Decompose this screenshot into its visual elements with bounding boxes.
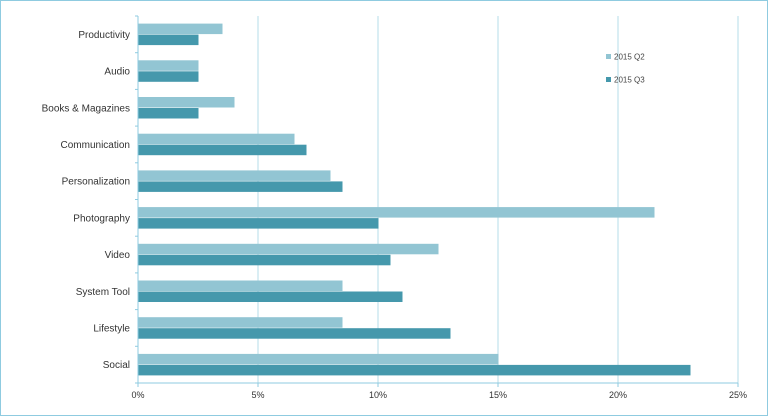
legend-swatch bbox=[606, 77, 611, 82]
bar-q2 bbox=[138, 133, 295, 145]
category-label: Communication bbox=[61, 140, 130, 151]
bar-q3 bbox=[138, 218, 379, 229]
category-label: Photography bbox=[73, 213, 130, 224]
x-tick-label: 20% bbox=[609, 390, 627, 400]
bar-q2 bbox=[138, 280, 343, 291]
bar-q2 bbox=[138, 207, 655, 218]
bar-q3 bbox=[138, 291, 403, 302]
category-label: Productivity bbox=[78, 30, 130, 41]
category-label: Books & Magazines bbox=[42, 103, 130, 114]
bar-q2 bbox=[138, 317, 343, 328]
bar-q3 bbox=[138, 144, 307, 156]
legend-label: 2015 Q2 bbox=[614, 53, 645, 62]
category-label: Audio bbox=[104, 67, 130, 78]
category-label: Social bbox=[103, 360, 130, 371]
category-label: Video bbox=[105, 250, 131, 261]
bar-q3 bbox=[138, 181, 343, 192]
bars bbox=[138, 23, 691, 376]
category-label: Lifestyle bbox=[93, 323, 130, 334]
labels: 0% 5% 10% 15% 20% 25% Productivity Audio Books &… bbox=[42, 30, 747, 400]
gridlines bbox=[257, 16, 739, 383]
category-label: System Tool bbox=[76, 287, 130, 298]
bar-q2 bbox=[138, 353, 499, 365]
bar-q2 bbox=[138, 97, 235, 108]
bar-q2 bbox=[138, 170, 331, 181]
legend-swatch bbox=[606, 54, 611, 59]
bar-q3 bbox=[138, 34, 199, 46]
category-label: Personalization bbox=[62, 177, 130, 188]
bar-q2 bbox=[138, 23, 223, 35]
bar-q3 bbox=[138, 328, 451, 339]
bar-q3 bbox=[138, 254, 391, 266]
bar-q3 bbox=[138, 71, 199, 82]
legend-label: 2015 Q3 bbox=[614, 76, 645, 85]
axes bbox=[135, 15, 739, 387]
x-tick-label: 15% bbox=[489, 390, 507, 400]
bar-q3 bbox=[138, 364, 691, 376]
bar-q2 bbox=[138, 243, 439, 255]
x-tick-label: 25% bbox=[729, 390, 747, 400]
bar-q3 bbox=[138, 108, 199, 119]
x-tick-label: 10% bbox=[369, 390, 387, 400]
x-tick-label: 0% bbox=[131, 390, 144, 400]
bar-q2 bbox=[138, 60, 199, 71]
x-tick-label: 5% bbox=[251, 390, 264, 400]
legend: 2015 Q2 2015 Q3 bbox=[606, 53, 645, 85]
